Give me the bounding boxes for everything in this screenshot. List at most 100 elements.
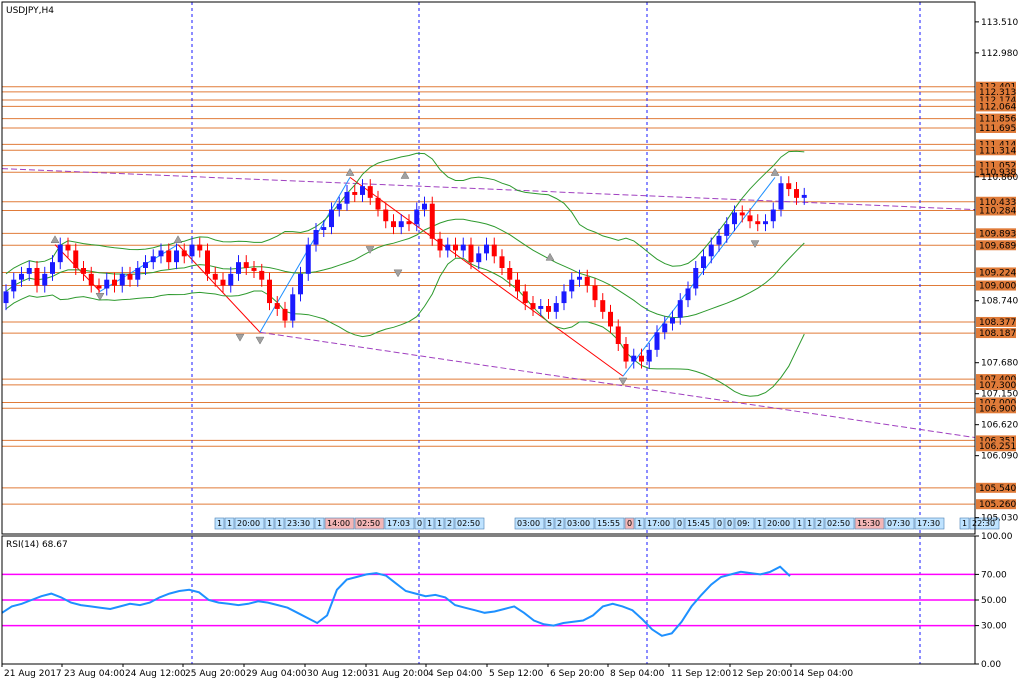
time-tag-box xyxy=(674,517,685,530)
level-price-label: 108.187 xyxy=(979,329,1016,339)
level-price-label: 105.540 xyxy=(979,484,1016,494)
candle-body xyxy=(42,273,48,286)
time-tag-box xyxy=(884,517,915,530)
level-lines: 112.401112.313112.174112.064111.856111.6… xyxy=(2,81,1016,510)
time-tag-box xyxy=(544,517,555,530)
time-tag-label: 2 xyxy=(557,519,562,528)
candle-body xyxy=(763,221,768,225)
price-tick-label: 112.980 xyxy=(981,49,1018,59)
candle-body xyxy=(65,244,71,251)
candle-body xyxy=(499,256,505,268)
candle-body xyxy=(414,209,420,225)
rsi-frame xyxy=(1,535,976,665)
time-tag-box xyxy=(969,517,1000,530)
level-price-label: 106.251 xyxy=(979,442,1016,452)
fractal-up-marker xyxy=(400,170,410,179)
level-price-box xyxy=(976,113,1016,124)
time-tag-label: 20:00 xyxy=(767,519,790,528)
level-price-label: 106.900 xyxy=(979,404,1016,414)
time-tag-label: 1 xyxy=(227,519,232,528)
time-tag-label: 1 xyxy=(267,519,272,528)
time-tag-label: 5 xyxy=(547,519,552,528)
band-upper xyxy=(5,150,805,275)
support-trendline xyxy=(259,331,976,439)
candle-body xyxy=(716,235,722,245)
candle-body xyxy=(553,303,559,312)
price-tick-label: 110.860 xyxy=(981,173,1018,183)
time-tag-label: 0 xyxy=(677,519,682,528)
fractal-down-marker xyxy=(750,240,760,249)
level-price-box xyxy=(976,94,1016,105)
candles xyxy=(3,176,807,369)
price-tick-label: 107.150 xyxy=(981,390,1018,400)
time-tag-label: 1 xyxy=(427,519,432,528)
time-tag-label: 1 xyxy=(962,519,967,528)
time-tag-box xyxy=(714,517,725,530)
candle-body xyxy=(794,189,799,198)
time-tag-label: 1 xyxy=(437,519,442,528)
fractal-up-marker xyxy=(770,168,780,176)
time-tag-box xyxy=(814,517,825,530)
time-tag-label: 22:30 xyxy=(972,519,995,528)
time-tag-box xyxy=(644,517,675,530)
candle-body xyxy=(150,256,156,263)
x-tick-label: 21 Aug 2017 xyxy=(4,669,62,679)
time-tag-box xyxy=(264,517,275,530)
time-tag-box xyxy=(854,517,885,530)
time-tag-label: 15:55 xyxy=(597,519,620,528)
candle-body xyxy=(739,212,745,216)
candle-body xyxy=(305,244,311,274)
candle-body xyxy=(352,192,358,195)
candle-body xyxy=(732,212,737,225)
level-price-box xyxy=(976,280,1016,291)
candle-body xyxy=(135,268,141,280)
candle-body xyxy=(670,317,675,324)
candle-body xyxy=(96,285,102,289)
level-price-label: 109.689 xyxy=(979,241,1016,251)
time-tag-label: 1 xyxy=(807,519,812,528)
candle-body xyxy=(600,300,606,312)
time-tag-label: 20:00 xyxy=(237,519,260,528)
time-tag-box xyxy=(234,517,265,530)
candle-body xyxy=(88,273,94,286)
time-tag-label: 15:45 xyxy=(687,519,710,528)
candle-body xyxy=(724,224,730,236)
time-tag-box xyxy=(824,517,855,530)
level-price-label: 110.433 xyxy=(979,198,1016,208)
time-tag-box xyxy=(959,517,970,530)
candle-body xyxy=(453,244,458,251)
candle-body xyxy=(73,250,79,268)
candle-body xyxy=(336,203,342,210)
level-price-box xyxy=(976,81,1016,92)
candle-body xyxy=(313,230,319,245)
x-tick-label: 31 Aug 20:00 xyxy=(368,669,429,679)
level-price-box xyxy=(976,403,1016,414)
x-tick-label: 24 Aug 12:00 xyxy=(125,669,186,679)
candle-body xyxy=(391,221,396,228)
candle-body xyxy=(468,244,474,263)
candle-body xyxy=(522,291,528,304)
candle-body xyxy=(577,276,582,280)
time-tag-box xyxy=(624,517,635,530)
level-price-box xyxy=(976,441,1016,452)
candle-body xyxy=(19,273,24,280)
candle-body xyxy=(631,355,637,362)
time-tags: 1 1 20:00 1 1 23:30 1 14:00 02:50 17:03 0 1 1 2 02:50 0… xyxy=(214,517,1000,530)
time-tag-label: 0 xyxy=(627,519,632,528)
rsi-panel: 100.00 70.00 50.00 30.00 0.00 xyxy=(1,532,1013,670)
level-price-box xyxy=(976,267,1016,278)
candle-body xyxy=(491,244,497,257)
zigzag-segment xyxy=(349,176,624,377)
fractal-down-marker xyxy=(255,336,265,345)
x-tick-label: 6 Sep 20:00 xyxy=(550,669,605,679)
x-tick-label: 29 Aug 04:00 xyxy=(246,669,307,679)
level-price-box xyxy=(976,167,1016,178)
candle-body xyxy=(561,291,567,304)
level-price-box xyxy=(976,397,1016,408)
level-price-box xyxy=(976,328,1016,339)
time-tag-box xyxy=(414,517,425,530)
time-tag-box xyxy=(764,517,795,530)
time-tag-box xyxy=(274,517,285,530)
